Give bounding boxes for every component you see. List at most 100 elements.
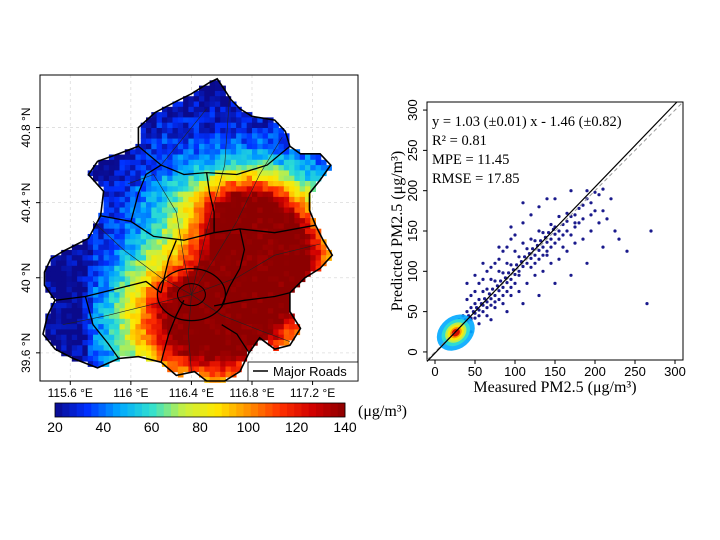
heatmap-cell: [204, 324, 210, 330]
heatmap-cell: [45, 329, 51, 336]
heatmap-cell: [199, 186, 205, 192]
heatmap-cell: [172, 361, 179, 367]
heatmap-cell: [167, 287, 173, 293]
heatmap-cell: [77, 329, 83, 336]
heatmap-cell: [161, 265, 168, 272]
heatmap-cell: [225, 138, 232, 145]
heatmap-cell: [98, 271, 104, 277]
scatter-point: [509, 285, 513, 289]
heatmap-cell: [119, 345, 126, 351]
heatmap-cell: [55, 345, 62, 351]
colorbar-segment: [105, 403, 114, 417]
heatmap-cell: [305, 239, 311, 245]
heatmap-cell: [320, 159, 327, 166]
heatmap-cell: [172, 133, 179, 139]
heatmap-cell: [167, 260, 173, 267]
heatmap-cell: [252, 297, 258, 304]
heatmap-cell: [294, 191, 301, 198]
scatter-point: [521, 264, 525, 269]
scatter-point: [469, 293, 473, 298]
heatmap-cell: [289, 249, 295, 256]
heatmap-cell: [50, 271, 57, 277]
heatmap-cell: [289, 329, 295, 336]
heatmap-cell: [209, 318, 216, 325]
heatmap-cell: [209, 249, 216, 256]
heatmap-cell: [183, 366, 189, 373]
heatmap-cell: [50, 260, 57, 267]
heatmap-cell: [172, 170, 179, 177]
heatmap-cell: [124, 271, 131, 277]
scatter-point: [529, 256, 533, 260]
colorbar-tick-label: 140: [333, 419, 357, 435]
heatmap-cell: [289, 207, 295, 214]
heatmap-cell: [199, 165, 205, 171]
heatmap-cell: [156, 318, 163, 325]
heatmap-cell: [108, 249, 115, 256]
heatmap-cell: [108, 276, 115, 283]
scatter-point: [505, 310, 509, 314]
heatmap-cell: [230, 106, 237, 113]
heatmap-cell: [183, 292, 189, 298]
heatmap-cell: [50, 302, 57, 309]
heatmap-cell: [77, 350, 83, 357]
heatmap-cell: [209, 302, 216, 309]
heatmap-cell: [140, 191, 147, 198]
heatmap-cell: [241, 271, 248, 277]
heatmap-cell: [241, 212, 248, 219]
heatmap-cell: [230, 112, 237, 118]
heatmap-cell: [167, 165, 173, 171]
heatmap-cell: [257, 138, 263, 145]
heatmap-cell: [283, 329, 290, 336]
heatmap-cell: [241, 181, 248, 187]
heatmap-cell: [283, 223, 290, 230]
heatmap-cell: [114, 244, 120, 251]
heatmap-cell: [241, 186, 248, 192]
heatmap-cell: [315, 170, 322, 177]
heatmap-cell: [289, 239, 295, 245]
heatmap-cell: [199, 361, 205, 367]
scatter-point: [515, 263, 519, 267]
heatmap-cell: [114, 212, 120, 219]
heatmap-cell: [214, 191, 221, 198]
heatmap-cell: [124, 234, 131, 240]
heatmap-cell: [193, 249, 200, 256]
heatmap-cell: [156, 308, 163, 314]
heatmap-cell: [188, 175, 195, 182]
heatmap-cell: [225, 133, 232, 139]
heatmap-cell: [278, 186, 285, 192]
heatmap-cell: [278, 218, 285, 224]
scatter-point: [573, 213, 577, 217]
heatmap-cell: [209, 334, 216, 341]
heatmap-cell: [103, 228, 110, 235]
heatmap-cell: [257, 281, 263, 288]
heatmap-cell: [289, 159, 295, 166]
heatmap-cell: [183, 350, 189, 357]
heatmap-cell: [98, 350, 104, 357]
heatmap-cell: [283, 249, 290, 256]
heatmap-cell: [214, 350, 221, 357]
heatmap-cell: [156, 138, 163, 145]
heatmap-cell: [188, 212, 195, 219]
scatter-annotation: y = 1.03 (±0.01) x - 1.46 (±0.82): [432, 114, 622, 130]
colorbar-segment: [134, 403, 143, 417]
heatmap-cell: [273, 207, 279, 214]
heatmap-cell: [246, 281, 253, 288]
heatmap-cell: [167, 191, 173, 198]
heatmap-cell: [283, 143, 290, 150]
scatter-point: [537, 257, 541, 261]
heatmap-cell: [172, 218, 179, 224]
heatmap-cell: [172, 128, 179, 134]
heatmap-cell: [82, 239, 89, 245]
scatter-point: [477, 281, 481, 285]
heatmap-cell: [146, 271, 152, 277]
heatmap-cell: [108, 175, 115, 182]
heatmap-cell: [130, 329, 136, 336]
heatmap-cell: [252, 324, 258, 330]
heatmap-cell: [119, 181, 126, 187]
heatmap-cell: [161, 361, 168, 367]
heatmap-cell: [114, 196, 120, 203]
heatmap-cell: [177, 297, 184, 304]
heatmap-cell: [283, 228, 290, 235]
heatmap-cell: [283, 212, 290, 219]
heatmap-cell: [294, 276, 301, 283]
